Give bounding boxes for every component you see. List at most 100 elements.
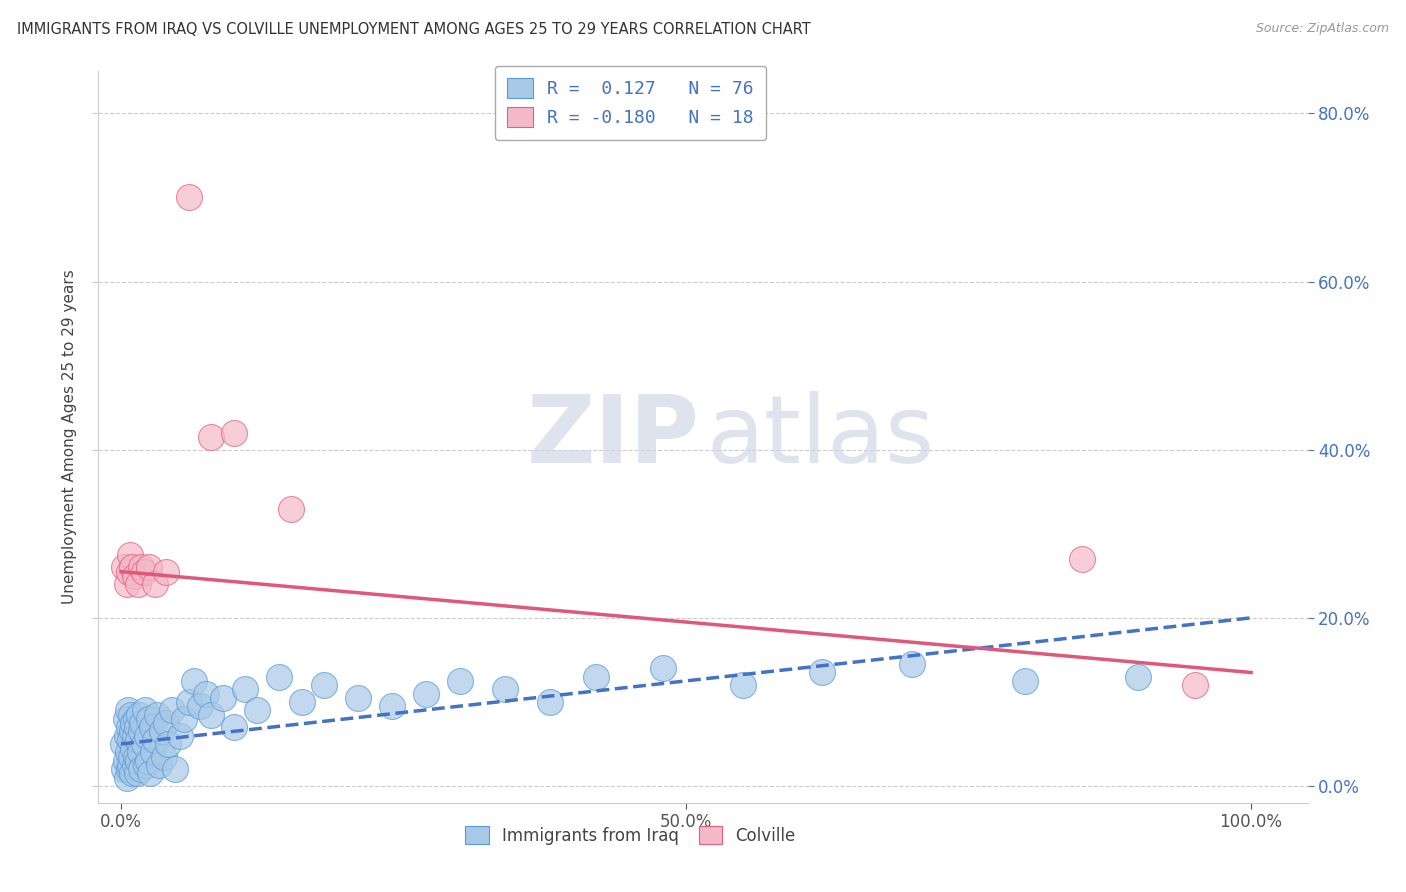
Point (120, 707, 142, 722)
Point (132, 565, 155, 579)
Point (415, 686, 437, 700)
Point (585, 670, 607, 684)
Point (129, 745, 152, 759)
Point (165, 762, 187, 776)
Point (138, 560, 160, 574)
Point (127, 754, 149, 768)
Point (115, 577, 138, 591)
Point (143, 732, 166, 747)
Point (125, 749, 148, 764)
Point (155, 715, 177, 730)
Point (173, 712, 195, 726)
Point (134, 703, 156, 717)
Point (121, 766, 143, 780)
Point (1014, 673, 1036, 688)
Point (115, 729, 138, 743)
Point (132, 737, 155, 751)
Point (222, 425, 245, 440)
Point (146, 707, 169, 722)
Point (122, 715, 145, 730)
Point (150, 724, 173, 739)
Point (139, 766, 162, 780)
Point (155, 565, 177, 579)
Text: ZIP: ZIP (526, 391, 699, 483)
Point (120, 758, 142, 772)
Point (112, 737, 135, 751)
Point (125, 720, 148, 734)
Point (183, 673, 205, 688)
Point (269, 670, 291, 684)
Point (211, 690, 233, 705)
Point (127, 732, 149, 747)
Point (143, 577, 166, 591)
Point (314, 678, 336, 692)
Point (114, 712, 136, 726)
Point (120, 732, 142, 747)
Point (136, 754, 159, 768)
Point (112, 560, 135, 574)
Point (194, 686, 217, 700)
Point (200, 707, 222, 722)
Point (115, 771, 138, 785)
Point (120, 548, 142, 562)
Point (131, 724, 153, 739)
Point (138, 712, 160, 726)
Point (810, 665, 832, 680)
Point (494, 682, 516, 697)
Point (118, 720, 141, 734)
Text: IMMIGRANTS FROM IRAQ VS COLVILLE UNEMPLOYMENT AMONG AGES 25 TO 29 YEARS CORRELAT: IMMIGRANTS FROM IRAQ VS COLVILLE UNEMPLO… (17, 22, 811, 37)
Point (124, 569, 146, 583)
Y-axis label: Unemployment Among Ages 25 to 29 years: Unemployment Among Ages 25 to 29 years (62, 269, 77, 605)
Point (118, 762, 141, 776)
Point (731, 678, 754, 692)
Point (118, 565, 141, 579)
Point (125, 712, 148, 726)
Point (233, 682, 256, 697)
Point (1126, 670, 1149, 684)
Point (122, 741, 145, 756)
Point (246, 703, 269, 717)
Point (127, 577, 149, 591)
Point (222, 720, 245, 734)
Point (169, 729, 191, 743)
Point (117, 703, 139, 717)
Point (901, 657, 924, 671)
Point (200, 430, 222, 444)
Point (141, 720, 163, 734)
Point (381, 699, 404, 714)
Point (112, 762, 135, 776)
Point (131, 762, 153, 776)
Point (280, 501, 302, 516)
Point (124, 758, 146, 772)
Point (131, 715, 153, 730)
Point (120, 749, 142, 764)
Point (347, 690, 370, 705)
Text: atlas: atlas (707, 391, 935, 483)
Point (449, 673, 471, 688)
Point (291, 695, 314, 709)
Point (177, 695, 200, 709)
Point (188, 699, 211, 714)
Point (160, 703, 183, 717)
Point (135, 758, 157, 772)
Point (652, 661, 675, 675)
Text: Source: ZipAtlas.com: Source: ZipAtlas.com (1256, 22, 1389, 36)
Point (136, 729, 159, 743)
Point (114, 754, 136, 768)
Point (121, 560, 143, 574)
Point (538, 695, 561, 709)
Point (125, 766, 148, 780)
Point (117, 745, 139, 759)
Point (157, 737, 180, 751)
Point (142, 745, 165, 759)
Point (1184, 678, 1206, 692)
Point (177, 190, 200, 204)
Point (124, 729, 146, 743)
Point (148, 758, 170, 772)
Point (131, 560, 153, 574)
Legend: Immigrants from Iraq, Colville: Immigrants from Iraq, Colville (457, 818, 804, 853)
Point (1070, 552, 1092, 566)
Point (128, 707, 150, 722)
Point (121, 724, 143, 739)
Point (153, 749, 176, 764)
